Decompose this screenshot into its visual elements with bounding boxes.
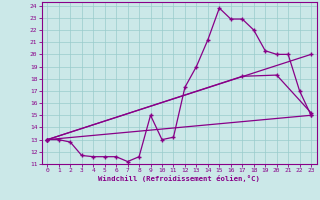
X-axis label: Windchill (Refroidissement éolien,°C): Windchill (Refroidissement éolien,°C) [98, 175, 260, 182]
